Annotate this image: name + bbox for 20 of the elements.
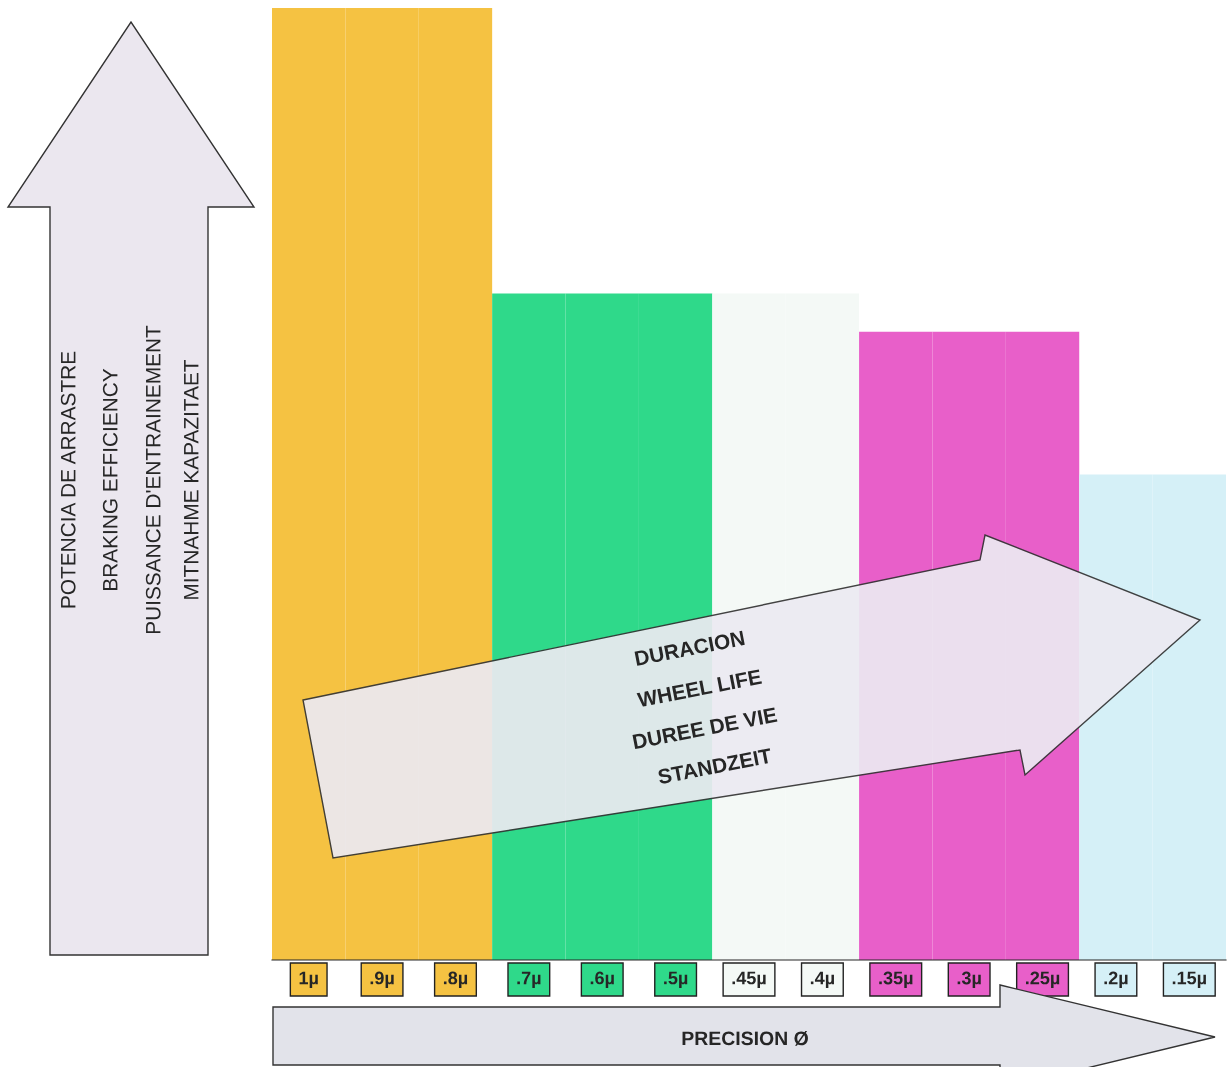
x-tick-label: .6µ: [590, 971, 614, 988]
x-tick-label: .5µ: [664, 971, 688, 988]
text: BRAKING EFFICIENCY: [102, 368, 118, 590]
text: PUISSANCE D'ENTRAINEMENT: [145, 325, 161, 634]
annotation: WHEEL LIFE: [636, 669, 762, 708]
x-tick-label: .25µ: [1026, 971, 1060, 988]
x-tick-label: .35µ: [879, 971, 913, 988]
x-tick-label: .7µ: [517, 971, 541, 988]
x-tick-label: .8µ: [443, 971, 468, 988]
x-tick-label: .4µ: [810, 971, 835, 988]
x-axis-title: PRECISION Ø: [682, 1031, 808, 1046]
text: MITNAHME KAPAZITAET: [184, 359, 199, 599]
x-tick-label: .3µ: [957, 971, 981, 988]
x-tick-label: .2µ: [1104, 971, 1128, 988]
x-tick-label: 1µ: [299, 971, 318, 988]
x-tick-label: .9µ: [370, 971, 394, 988]
annotation: DURACION: [634, 630, 745, 666]
text: POTENCIA DE ARRASTRE: [60, 351, 76, 608]
x-tick-label: .15µ: [1172, 971, 1206, 988]
x-tick-label: .45µ: [732, 971, 766, 988]
